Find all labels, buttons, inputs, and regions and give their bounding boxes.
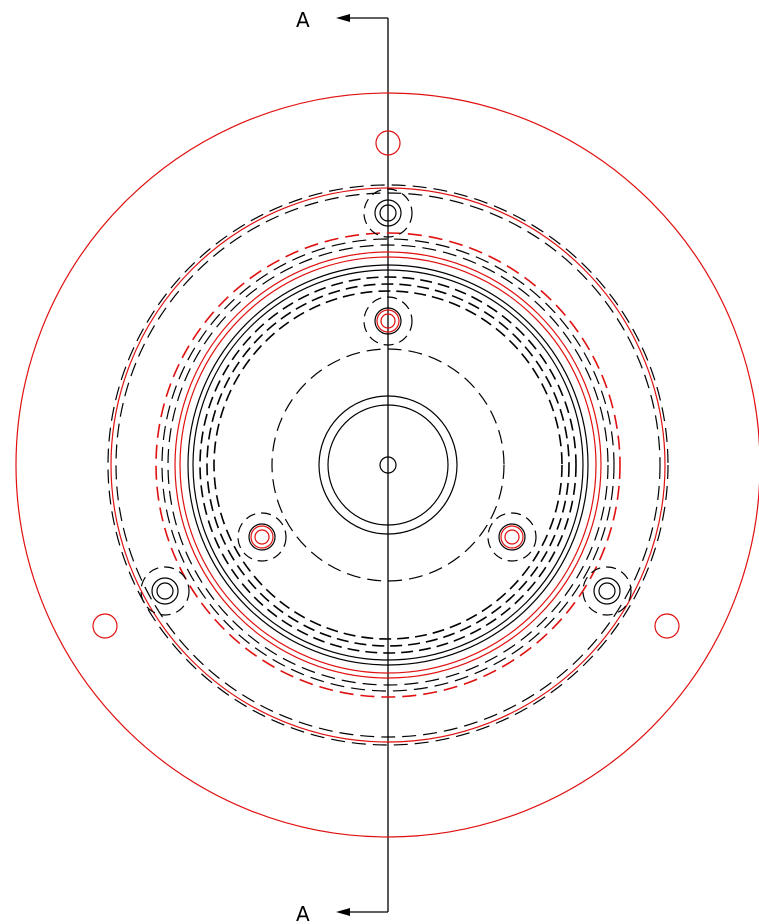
- section-bottom-arrow-head: [336, 908, 350, 916]
- hole-red-inner: [254, 529, 270, 545]
- hole-inner: [379, 204, 397, 222]
- section-top-arrow-head: [336, 14, 350, 22]
- inner-hole-left: [237, 512, 287, 562]
- hole-red-inner: [504, 529, 520, 545]
- hidden-inner-circles: [199, 276, 577, 654]
- hole-red-outer: [376, 309, 400, 333]
- hole-black: [248, 523, 276, 551]
- hole-outer: [151, 577, 179, 605]
- hidden-circle-inner-3: [213, 290, 563, 640]
- hole-outer: [593, 577, 621, 605]
- counterbore-dashed: [582, 566, 632, 616]
- red-inner-rings: [174, 251, 602, 679]
- bolt-hole-right: [582, 566, 632, 616]
- center-boss: [318, 395, 458, 535]
- hole-outer: [374, 199, 402, 227]
- black-ring-inner-2: [192, 269, 584, 661]
- outer-bolt-holes: [140, 188, 632, 616]
- black-inner-rings: [187, 264, 589, 666]
- red-ring-inner-2: [179, 256, 597, 674]
- flange-hole-top: [375, 130, 401, 156]
- counterbore-dashed: [237, 512, 287, 562]
- counterbore-dashed: [363, 296, 413, 346]
- boss-inner-circle: [327, 404, 449, 526]
- hole-inner: [598, 582, 616, 600]
- flange-mounting-holes: [92, 130, 680, 639]
- inner-hole-top: [363, 296, 413, 346]
- hidden-circle-outer-1: [107, 184, 669, 746]
- counterbore-dashed: [140, 566, 190, 616]
- counterbore-dashed: [363, 188, 413, 238]
- black-ring-inner-1: [187, 264, 589, 666]
- hidden-circle-inner-2: [206, 283, 570, 647]
- red-ring-inner-1: [174, 251, 602, 679]
- bolt-hole-top: [363, 188, 413, 238]
- inner-bolt-holes: [237, 296, 537, 562]
- hidden-circle-outer-2: [115, 192, 661, 738]
- center-hole: [379, 456, 397, 474]
- hidden-outer-circles: [107, 184, 669, 746]
- hidden-circle-mid-1: [161, 238, 615, 692]
- section-label-bottom: A: [296, 902, 310, 924]
- section-label-top: A: [296, 8, 310, 32]
- outer-flange-circle: [15, 92, 759, 838]
- hidden-middle-circles: [161, 238, 615, 692]
- center-dashed-circle: [271, 348, 505, 582]
- hole-inner: [156, 582, 174, 600]
- hidden-circle-mid-2: [167, 244, 609, 686]
- counterbore-dashed: [487, 512, 537, 562]
- hole-red-outer: [500, 525, 524, 549]
- bolt-hole-left: [140, 566, 190, 616]
- flange-hole-left: [92, 613, 118, 639]
- hole-black: [498, 523, 526, 551]
- boss-outer-circle: [318, 395, 458, 535]
- inner-hole-right: [487, 512, 537, 562]
- hole-red-inner: [380, 313, 396, 329]
- hole-red-outer: [250, 525, 274, 549]
- hole-black: [374, 307, 402, 335]
- flange-hole-right: [654, 613, 680, 639]
- hidden-circle-inner-1: [199, 276, 577, 654]
- red-dashed-ring: [155, 232, 621, 698]
- red-ring-outer: [110, 187, 666, 743]
